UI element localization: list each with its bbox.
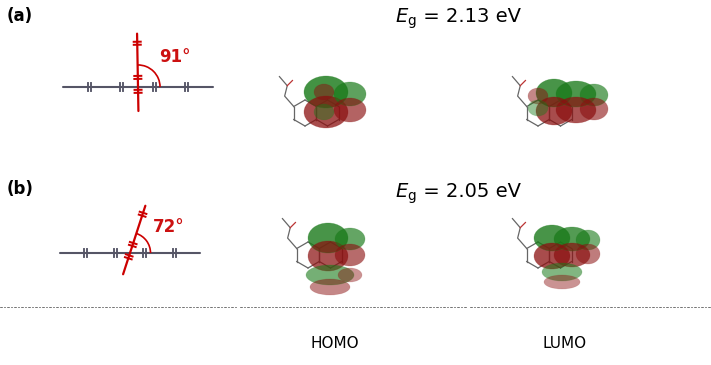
Ellipse shape xyxy=(306,265,354,285)
Ellipse shape xyxy=(534,243,570,269)
Ellipse shape xyxy=(536,79,572,107)
Text: HOMO: HOMO xyxy=(311,335,359,350)
Ellipse shape xyxy=(528,88,548,104)
Ellipse shape xyxy=(580,84,608,106)
Ellipse shape xyxy=(335,244,365,266)
Ellipse shape xyxy=(334,82,366,106)
Ellipse shape xyxy=(580,98,608,120)
Text: (a): (a) xyxy=(7,7,33,25)
Ellipse shape xyxy=(308,223,348,253)
Ellipse shape xyxy=(528,100,548,116)
Ellipse shape xyxy=(310,279,350,295)
Ellipse shape xyxy=(334,98,366,122)
Ellipse shape xyxy=(335,228,365,250)
Ellipse shape xyxy=(534,225,570,251)
Ellipse shape xyxy=(308,241,348,271)
Text: $E_\mathrm{g}$: $E_\mathrm{g}$ xyxy=(395,7,417,31)
Ellipse shape xyxy=(304,76,348,108)
Text: = 2.05 eV: = 2.05 eV xyxy=(417,182,521,201)
Ellipse shape xyxy=(304,96,348,128)
Ellipse shape xyxy=(576,244,600,264)
Ellipse shape xyxy=(556,97,596,123)
Ellipse shape xyxy=(556,81,596,107)
Text: (b): (b) xyxy=(7,180,34,198)
Text: 72°: 72° xyxy=(153,218,185,236)
Text: 91°: 91° xyxy=(159,48,191,66)
Ellipse shape xyxy=(576,230,600,250)
Ellipse shape xyxy=(554,243,590,267)
Ellipse shape xyxy=(542,263,582,281)
Text: LUMO: LUMO xyxy=(543,335,587,350)
Ellipse shape xyxy=(314,84,334,100)
Ellipse shape xyxy=(554,227,590,251)
Ellipse shape xyxy=(536,97,572,125)
Text: = 2.13 eV: = 2.13 eV xyxy=(417,7,521,26)
Ellipse shape xyxy=(338,268,362,282)
Text: $E_\mathrm{g}$: $E_\mathrm{g}$ xyxy=(395,182,417,207)
Ellipse shape xyxy=(544,275,580,289)
Ellipse shape xyxy=(314,104,334,120)
